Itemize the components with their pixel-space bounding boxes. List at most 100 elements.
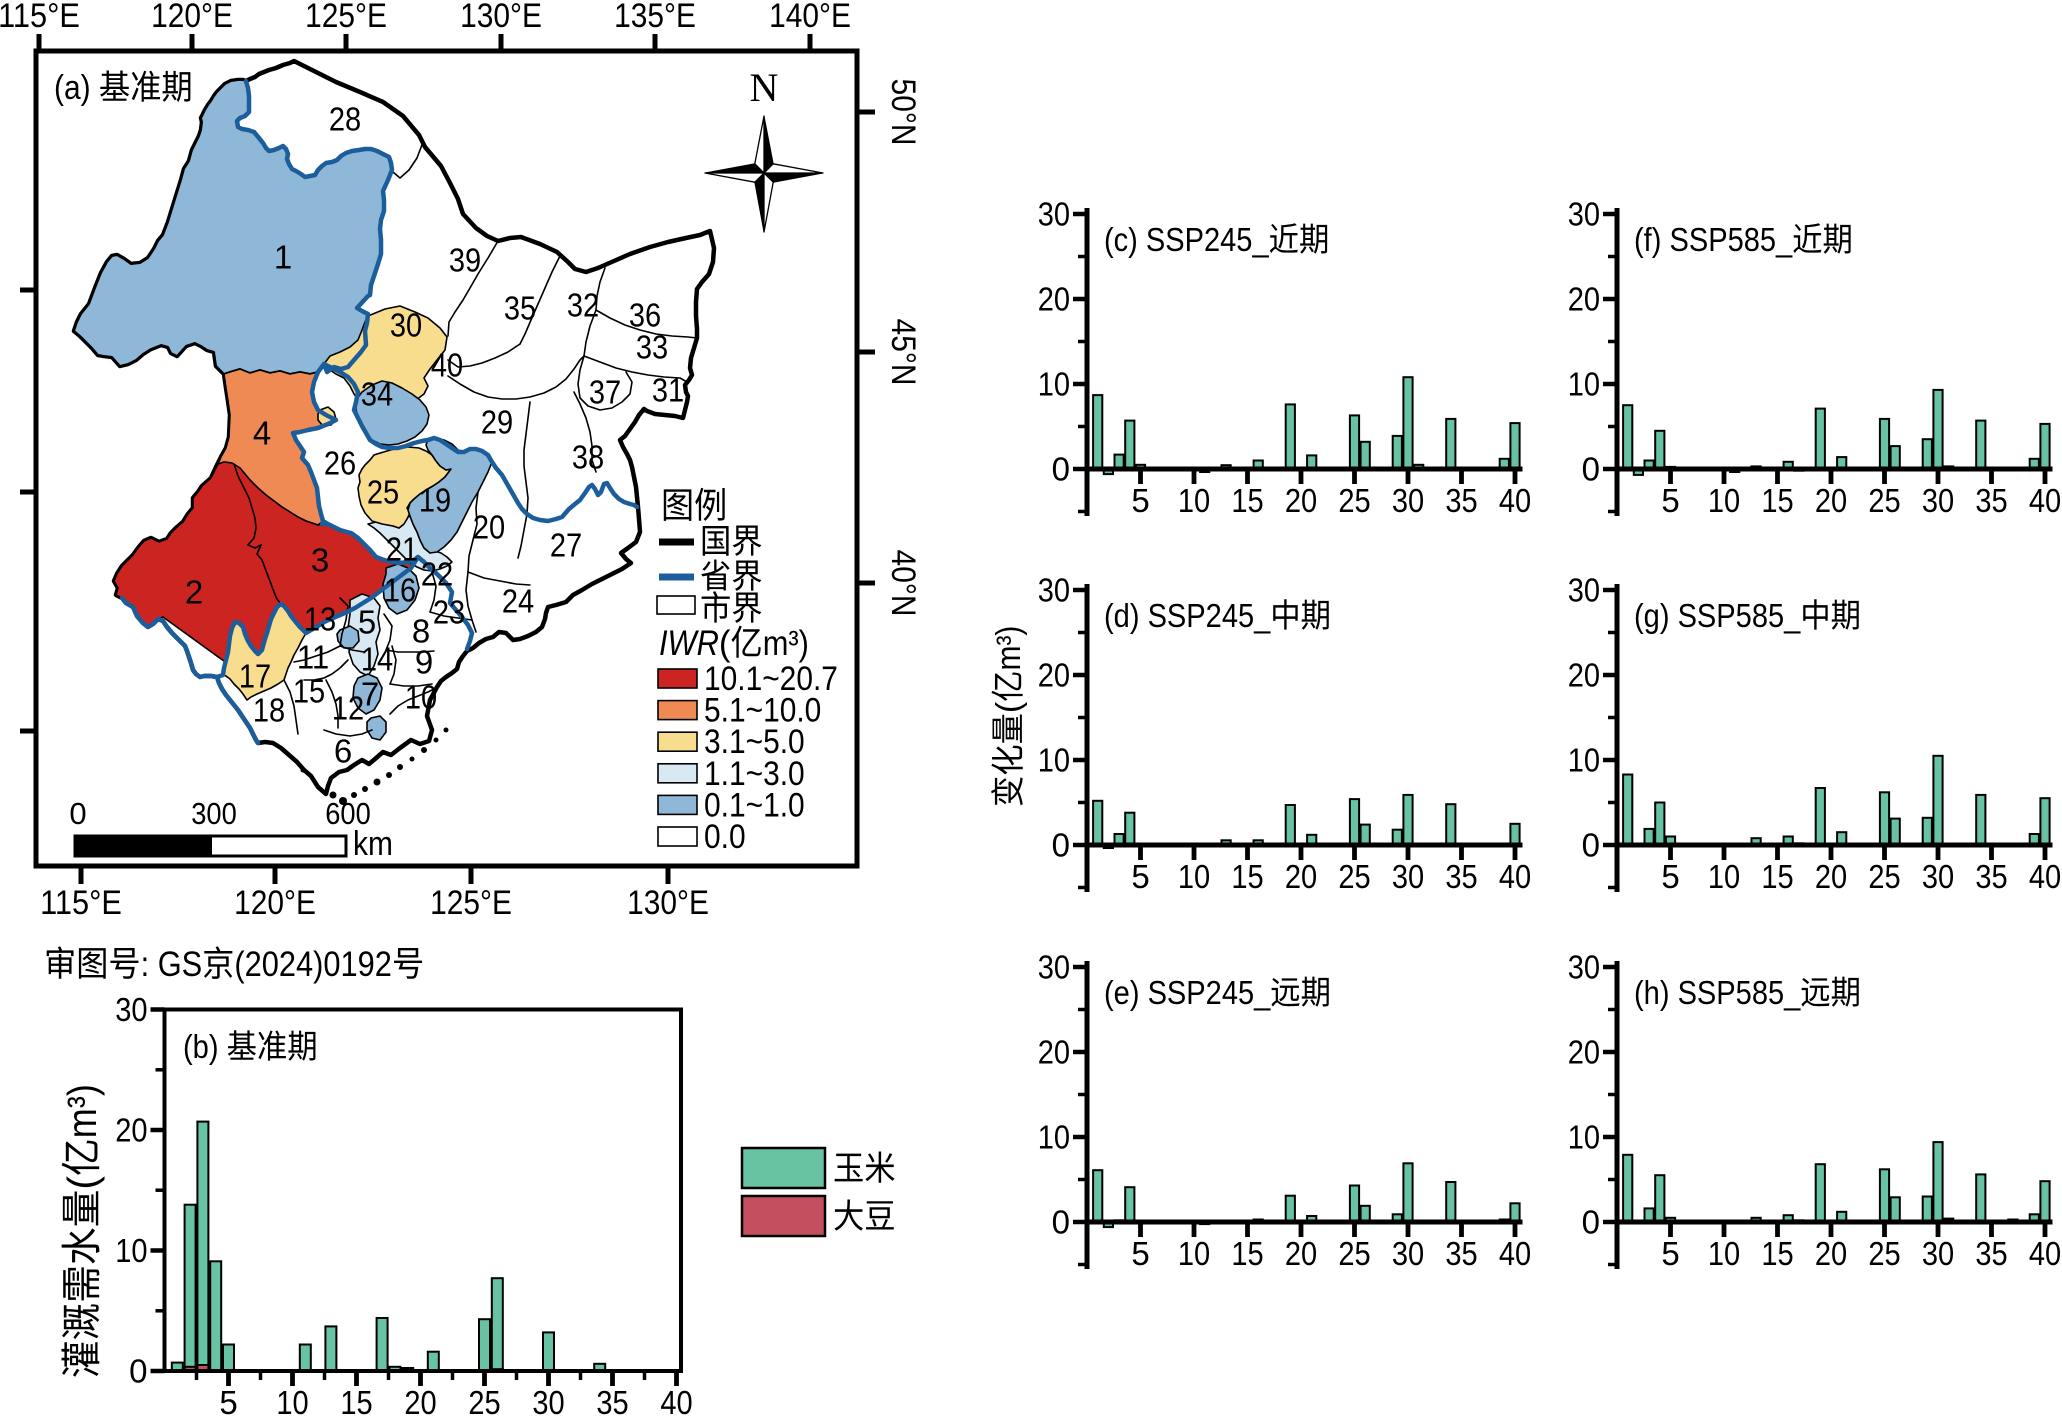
svg-text:10: 10: [405, 679, 437, 716]
svg-text:5: 5: [1661, 482, 1679, 519]
svg-text:120°E: 120°E: [151, 0, 233, 35]
svg-text:20: 20: [1815, 1235, 1847, 1272]
svg-text:27: 27: [550, 527, 582, 564]
svg-text:0: 0: [1052, 451, 1070, 488]
svg-text:25: 25: [1868, 858, 1900, 895]
svg-text:10: 10: [1178, 482, 1210, 519]
svg-text:13: 13: [304, 601, 336, 638]
svg-text:20: 20: [115, 1112, 147, 1149]
svg-text:15: 15: [293, 673, 325, 710]
svg-text:40: 40: [2029, 858, 2061, 895]
svg-text:20: 20: [1815, 858, 1847, 895]
svg-text:10: 10: [1708, 482, 1740, 519]
svg-text:7: 7: [361, 676, 379, 713]
svg-text:10: 10: [115, 1232, 147, 1269]
svg-text:(: (: [59, 1176, 105, 1190]
svg-text:20: 20: [1038, 281, 1070, 318]
svg-text:10: 10: [1568, 742, 1600, 779]
svg-text:25: 25: [367, 474, 399, 511]
svg-text:(c) SSP245_: (c) SSP245_: [1104, 221, 1269, 258]
svg-text:10: 10: [1178, 858, 1210, 895]
svg-text:33: 33: [636, 329, 668, 366]
svg-text:(g) SSP585_: (g) SSP585_: [1634, 597, 1801, 634]
svg-text:15: 15: [1761, 482, 1793, 519]
svg-text:20: 20: [1038, 657, 1070, 694]
svg-text:24: 24: [502, 583, 534, 620]
svg-text:5.1~10.0: 5.1~10.0: [704, 692, 821, 730]
svg-text:30: 30: [1038, 949, 1070, 986]
svg-text:29: 29: [481, 404, 513, 441]
svg-text:15: 15: [1761, 858, 1793, 895]
svg-text:1.1~3.0: 1.1~3.0: [704, 755, 805, 793]
svg-text:35: 35: [504, 290, 536, 327]
svg-text:18: 18: [253, 692, 285, 729]
svg-text:20: 20: [1568, 657, 1600, 694]
svg-text:37: 37: [589, 374, 621, 411]
svg-text:40: 40: [1499, 1235, 1531, 1272]
svg-text:(: (: [990, 701, 1028, 713]
svg-text:(h) SSP585_: (h) SSP585_: [1634, 974, 1801, 1011]
svg-text:5: 5: [219, 1384, 237, 1421]
svg-text:6: 6: [334, 733, 352, 770]
svg-text:(2024)0192: (2024)0192: [234, 945, 392, 984]
svg-text:m³): m³): [59, 1084, 105, 1138]
svg-text:40: 40: [1499, 482, 1531, 519]
svg-text:1: 1: [274, 239, 292, 276]
svg-text:10.1~20.7: 10.1~20.7: [704, 660, 838, 698]
svg-text:25: 25: [1868, 482, 1900, 519]
svg-text:: GS: : GS: [141, 945, 203, 984]
svg-text:30: 30: [115, 991, 147, 1028]
svg-text:15: 15: [1231, 1235, 1263, 1272]
svg-text:26: 26: [324, 445, 356, 482]
svg-text:0.0: 0.0: [704, 818, 746, 856]
svg-text:140°E: 140°E: [769, 0, 851, 35]
svg-text:10: 10: [276, 1384, 308, 1421]
svg-text:36: 36: [629, 297, 661, 334]
svg-text:0.1~1.0: 0.1~1.0: [704, 786, 805, 824]
svg-text:10: 10: [1038, 366, 1070, 403]
svg-text:9: 9: [415, 644, 433, 681]
svg-text:115°E: 115°E: [40, 884, 122, 922]
svg-text:34: 34: [361, 376, 393, 413]
svg-text:0: 0: [129, 1353, 147, 1390]
svg-text:(f) SSP585_: (f) SSP585_: [1634, 221, 1793, 258]
svg-text:35: 35: [1445, 482, 1477, 519]
svg-text:22: 22: [421, 556, 453, 593]
svg-text:14: 14: [361, 641, 393, 678]
svg-text:0: 0: [1052, 827, 1070, 864]
svg-text:16: 16: [384, 572, 416, 609]
svg-text:35: 35: [1975, 482, 2007, 519]
svg-text:5: 5: [1661, 1235, 1679, 1272]
svg-text:(b): (b): [183, 1028, 227, 1065]
svg-text:3: 3: [311, 542, 329, 579]
svg-text:600: 600: [325, 796, 371, 831]
svg-text:5: 5: [1131, 482, 1149, 519]
svg-text:5: 5: [358, 604, 376, 641]
svg-text:38: 38: [572, 439, 604, 476]
svg-text:20: 20: [1568, 1034, 1600, 1071]
svg-text:35: 35: [596, 1384, 628, 1421]
svg-text:30: 30: [1038, 196, 1070, 233]
svg-text:m³): m³): [763, 624, 809, 663]
svg-text:10: 10: [1708, 858, 1740, 895]
svg-text:50°N: 50°N: [884, 79, 922, 146]
svg-text:(d) SSP245_: (d) SSP245_: [1104, 597, 1271, 634]
svg-text:120°E: 120°E: [234, 884, 316, 922]
svg-text:5: 5: [1131, 858, 1149, 895]
svg-text:35: 35: [1445, 858, 1477, 895]
svg-text:20: 20: [1568, 281, 1600, 318]
svg-text:(a): (a): [54, 69, 99, 107]
svg-text:30: 30: [532, 1384, 564, 1421]
svg-text:17: 17: [239, 658, 271, 695]
svg-text:10: 10: [1708, 1235, 1740, 1272]
svg-text:35: 35: [1445, 1235, 1477, 1272]
svg-text:125°E: 125°E: [430, 884, 512, 922]
svg-text:40: 40: [1499, 858, 1531, 895]
svg-text:125°E: 125°E: [305, 0, 387, 35]
svg-text:25: 25: [468, 1384, 500, 1421]
svg-text:4: 4: [253, 415, 271, 452]
svg-text:35: 35: [1975, 1235, 2007, 1272]
svg-text:10: 10: [1568, 366, 1600, 403]
svg-text:115°E: 115°E: [0, 0, 80, 35]
svg-text:N: N: [750, 65, 779, 110]
